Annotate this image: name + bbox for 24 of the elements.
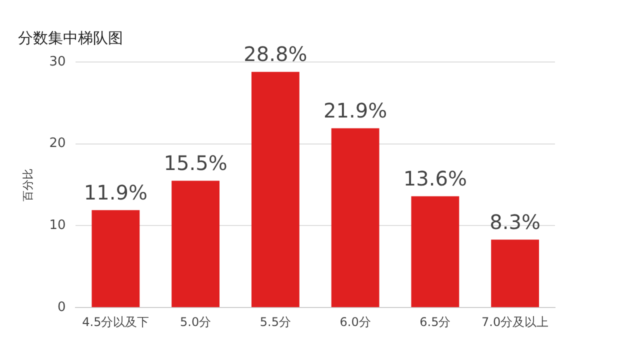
y-tick-label: 20 <box>49 136 66 152</box>
bar <box>251 72 300 308</box>
chart-title: 分数集中梯队图 <box>18 28 123 47</box>
bar <box>491 240 540 308</box>
bar <box>331 128 380 308</box>
x-tick-label: 5.0分 <box>180 314 212 329</box>
bar <box>92 210 140 308</box>
x-tick-label: 7.0分及以上 <box>482 314 549 329</box>
x-tick-label: 6.5分 <box>420 314 451 329</box>
y-tick-label: 10 <box>49 218 66 234</box>
data-label: 11.9% <box>84 180 148 204</box>
x-tick-label: 4.5分以及下 <box>82 314 150 329</box>
y-axis-title: 百分比 <box>21 168 34 202</box>
y-tick-label: 30 <box>49 54 66 70</box>
x-tick-label: 5.5分 <box>260 314 291 329</box>
data-label: 13.6% <box>403 166 467 190</box>
y-tick-label: 0 <box>57 300 66 315</box>
data-label: 8.3% <box>490 210 540 234</box>
data-label: 15.5% <box>164 150 228 175</box>
bar <box>411 196 460 308</box>
bar <box>172 180 220 308</box>
x-tick-label: 6.0分 <box>340 314 371 329</box>
data-label: 21.9% <box>324 98 388 123</box>
data-label: 28.8% <box>244 42 308 66</box>
